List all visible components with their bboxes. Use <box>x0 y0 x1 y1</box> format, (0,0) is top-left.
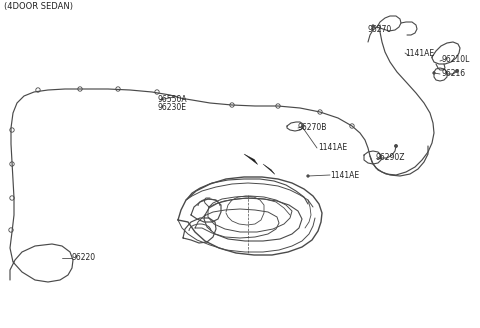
Text: 96270: 96270 <box>368 25 392 33</box>
Circle shape <box>456 70 458 72</box>
Text: 1141AE: 1141AE <box>318 144 347 153</box>
Text: 96230E: 96230E <box>158 104 187 113</box>
Text: 1141AE: 1141AE <box>405 49 434 57</box>
Text: 1141AE: 1141AE <box>330 171 359 179</box>
Text: 96210L: 96210L <box>442 55 470 65</box>
Text: 96220: 96220 <box>72 254 96 262</box>
Text: 96290Z: 96290Z <box>375 154 405 162</box>
Polygon shape <box>263 164 275 174</box>
Text: 96550A: 96550A <box>158 95 188 105</box>
Text: 96216: 96216 <box>441 70 465 78</box>
Circle shape <box>395 145 397 148</box>
Polygon shape <box>244 154 258 165</box>
Text: (4DOOR SEDAN): (4DOOR SEDAN) <box>4 2 73 10</box>
Text: 96270B: 96270B <box>298 124 327 133</box>
Circle shape <box>307 175 309 177</box>
Circle shape <box>372 25 374 27</box>
Circle shape <box>302 125 304 127</box>
Circle shape <box>433 72 435 74</box>
